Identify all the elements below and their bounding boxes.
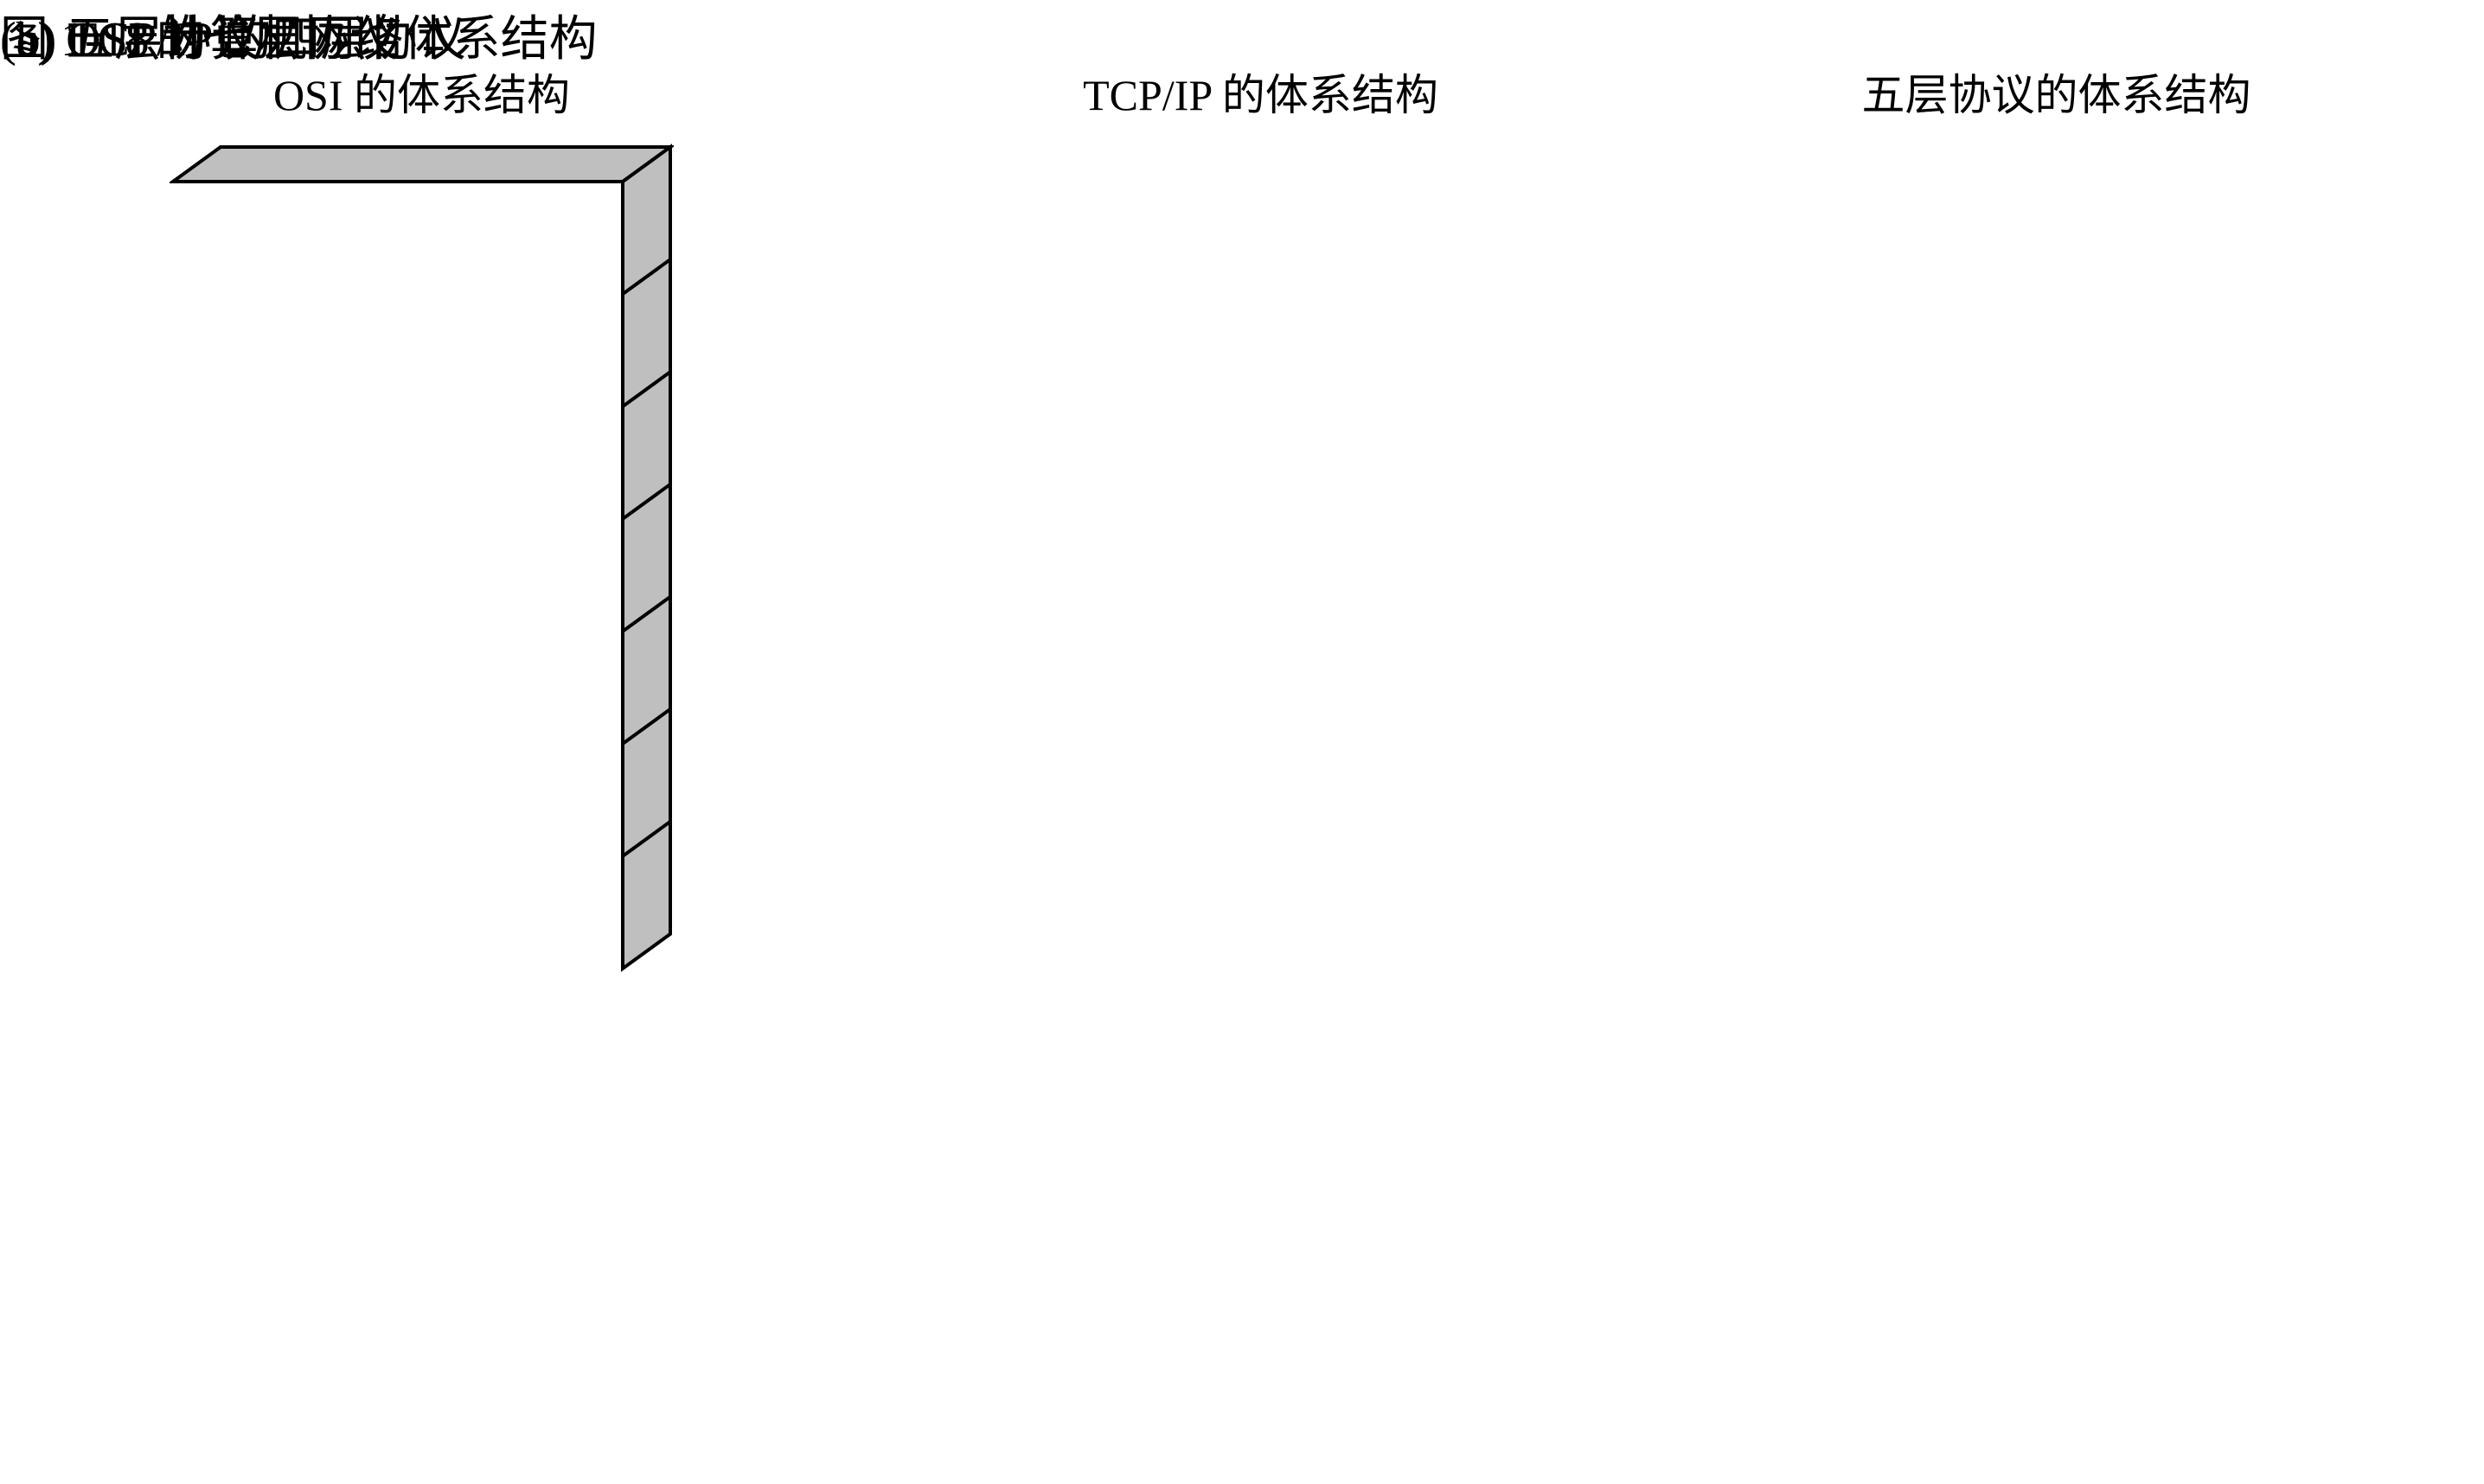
five-title: 五层协议的体系结构 bbox=[1721, 61, 2391, 123]
osi-block bbox=[0, 0, 688, 951]
tcpip-title: TCP/IP 的体系结构 bbox=[839, 61, 1682, 123]
figure-caption: 图 1-18 计算机网络体系结构 bbox=[0, 0, 598, 70]
network-architecture-diagram: OSI 的体系结构 TCP/IP 的体系结构 五层协议的体系结构 (a) OSI… bbox=[0, 0, 2484, 1484]
